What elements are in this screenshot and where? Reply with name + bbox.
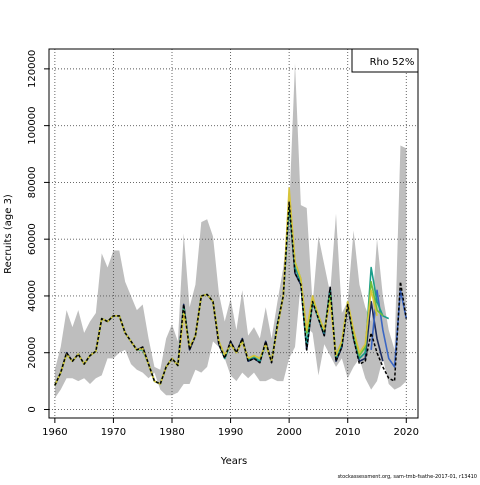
- plot-frame: [48, 48, 419, 419]
- x-tick-label: 1990: [218, 427, 243, 438]
- x-axis: 1960 1970 1980 1990 2000 2010 2020: [42, 418, 419, 438]
- y-axis: 0 20000 40000 60000 80000 100000 120000: [27, 50, 49, 413]
- y-tick-label: 20000: [27, 337, 38, 369]
- confidence-band-layer: [54, 63, 407, 399]
- x-tick-label: 2010: [335, 427, 360, 438]
- legend-box: Rho 52%: [351, 48, 419, 73]
- legend-label: Rho 52%: [370, 57, 415, 68]
- confidence-band: [54, 63, 407, 399]
- y-tick-label: 60000: [27, 223, 38, 255]
- series-line-6: [54, 201, 408, 386]
- y-tick-label: 120000: [27, 50, 38, 88]
- footer-note: stockassessment.org, sam-tmb-fsathe-2017…: [338, 474, 477, 480]
- x-tick-label: 1970: [101, 427, 126, 438]
- y-tick-label: 80000: [27, 167, 38, 199]
- series-layer: [54, 187, 408, 386]
- y-tick-label: 40000: [27, 280, 38, 312]
- y-tick-label: 0: [27, 406, 38, 412]
- x-tick-label: 2020: [394, 427, 419, 438]
- x-tick-label: 2000: [276, 427, 301, 438]
- y-axis-title: Recruits (age 3): [3, 194, 14, 274]
- y-tick-label: 100000: [27, 107, 38, 145]
- x-tick-label: 1980: [159, 427, 184, 438]
- x-axis-title: Years: [220, 456, 247, 467]
- x-tick-label: 1960: [42, 427, 67, 438]
